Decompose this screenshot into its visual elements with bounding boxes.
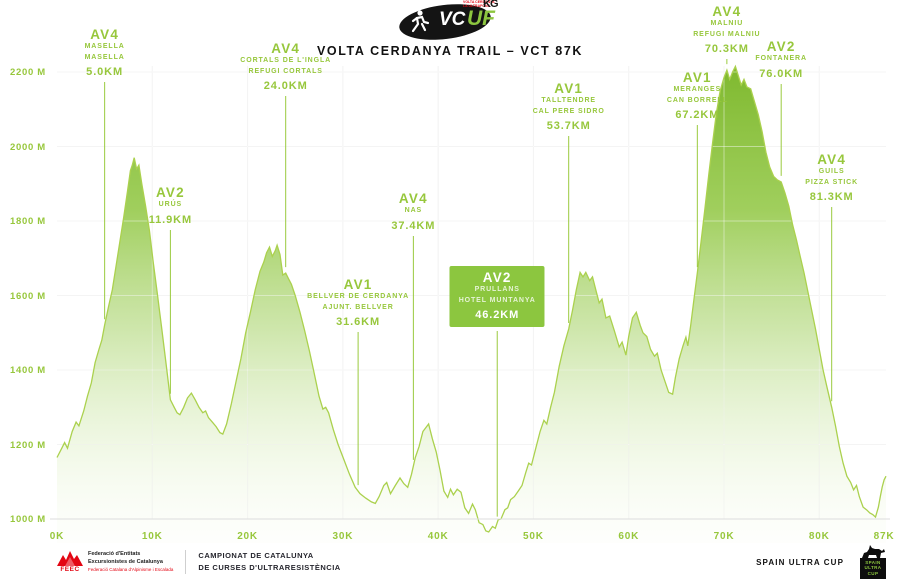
station-code: AV4 bbox=[817, 152, 847, 167]
station-location: CORTALS DE L'INGLA bbox=[240, 57, 332, 65]
station-location: PIZZA STICK bbox=[805, 178, 859, 186]
station-code: AV1 bbox=[343, 277, 373, 292]
station-km: 31.6KM bbox=[336, 316, 381, 329]
station-km: 46.2KM bbox=[475, 309, 520, 322]
station-label-24.0km: AV4 CORTALS DE L'INGLA REFUGI CORTALS 24.0K… bbox=[240, 41, 332, 93]
station-label-53.7km: AV1 TALLTENDRE CAL PERE SIDRO 53.7KM bbox=[532, 81, 605, 133]
y-axis-label: 1800 M bbox=[10, 216, 46, 227]
station-location: FONTANERA bbox=[755, 55, 807, 63]
station-code: AV2 bbox=[766, 39, 796, 54]
x-axis-label: 70K bbox=[713, 531, 735, 542]
y-axis-label: 1400 M bbox=[10, 365, 46, 376]
station-location: MERANGES bbox=[673, 86, 722, 94]
station-km: 37.4KM bbox=[391, 219, 436, 232]
station-label-76.0km: AV2 FONTANERA 76.0KM bbox=[755, 39, 807, 80]
station-lines bbox=[104, 59, 833, 517]
station-km: 70.3KM bbox=[704, 43, 749, 56]
footer-divider bbox=[185, 550, 187, 574]
station-km: 11.9KM bbox=[148, 213, 193, 226]
x-axis-label: 20K bbox=[237, 531, 258, 542]
race-title: VOLTA CERDANYA TRAIL – VCT 87K bbox=[316, 44, 584, 58]
station-label-11.9km: AV2 URÚS 11.9KM bbox=[148, 185, 193, 226]
station-location: URÚS bbox=[158, 201, 183, 209]
x-axis-label: 10K bbox=[141, 531, 163, 542]
station-location: MASELLA bbox=[84, 43, 125, 51]
station-km: 24.0KM bbox=[263, 80, 308, 93]
station-location: CAL PERE SIDRO bbox=[532, 107, 605, 115]
station-km: 76.0KM bbox=[759, 67, 804, 80]
station-km: 81.3KM bbox=[809, 191, 854, 204]
station-location: BELLVER DE CERDANYA bbox=[307, 293, 410, 301]
station-location: AJUNT. BELLVER bbox=[322, 303, 394, 311]
station-location: TALLTENDRE bbox=[541, 97, 596, 105]
station-code: AV4 bbox=[271, 41, 301, 56]
spain-ultra-cup-logo: SPAIN ULTRA CUP bbox=[858, 544, 888, 580]
x-axis-label: 87K bbox=[873, 531, 895, 542]
station-location: NAS bbox=[404, 207, 423, 215]
station-location: GUILS bbox=[818, 168, 845, 176]
x-axis-label: 80K bbox=[808, 531, 830, 542]
logo-kg-mark: KG bbox=[483, 0, 498, 10]
header: VC UF VOLTA CERDANYA LA ULTRAFONS KG VOL… bbox=[0, 0, 900, 58]
profile-area bbox=[57, 66, 886, 544]
logo-tagline: VOLTA CERDANYA LA ULTRAFONS bbox=[463, 0, 495, 9]
profile-line bbox=[56, 64, 887, 533]
station-location: HOTEL MUNTANYA bbox=[458, 296, 536, 304]
station-code: AV1 bbox=[682, 70, 712, 85]
station-code: AV4 bbox=[398, 191, 428, 206]
station-label-37.4km: AV4 NAS 37.4KM bbox=[391, 191, 436, 232]
suc-box: SPAIN ULTRA CUP bbox=[860, 557, 886, 580]
y-axis-label: 2200 M bbox=[10, 67, 46, 78]
station-label-81.3km: AV4 GUILS PIZZA STICK 81.3KM bbox=[805, 152, 859, 204]
y-axis-label: 1200 M bbox=[10, 439, 46, 451]
y-axis-label: 1000 M bbox=[10, 514, 46, 525]
goat-icon bbox=[862, 544, 885, 558]
station-label-5.0km: AV4 MASELLA MASELLA 5.0KM bbox=[84, 27, 125, 79]
station-km: 67.2KM bbox=[675, 109, 720, 122]
spain-ultra-cup-text: SPAIN ULTRA CUP bbox=[756, 557, 844, 567]
feec-logo: FEEC bbox=[57, 550, 83, 574]
x-axis-label: 30K bbox=[332, 531, 354, 542]
y-axis-label: 1600 M bbox=[10, 290, 46, 302]
station-code: AV2 bbox=[155, 185, 185, 200]
station-code: AV4 bbox=[712, 4, 742, 19]
station-km: 5.0KM bbox=[86, 66, 124, 79]
mountains-icon bbox=[57, 550, 83, 566]
station-km: 53.7KM bbox=[546, 120, 591, 133]
runner-icon bbox=[411, 10, 430, 33]
y-axis-label: 2000 M bbox=[10, 141, 46, 153]
station-location: MASELLA bbox=[84, 53, 125, 61]
logo-uf-text: UF bbox=[467, 7, 495, 30]
station-location: REFUGI MALNIU bbox=[693, 30, 761, 38]
x-axis-label: 60K bbox=[618, 531, 640, 542]
station-location: REFUGI CORTALS bbox=[248, 67, 323, 75]
x-axis-label: 40K bbox=[427, 531, 449, 542]
feec-block: FEEC Federació d'Entitats Excursionistes… bbox=[57, 550, 174, 574]
station-location: MALNIU bbox=[710, 20, 744, 28]
station-location: CAN BORRELL bbox=[666, 96, 728, 104]
footer: FEEC Federació d'Entitats Excursionistes… bbox=[57, 544, 888, 580]
logo-vc-text: VC bbox=[439, 9, 466, 30]
station-label-70.3km: AV4 MALNIU REFUGI MALNIU 70.3KM bbox=[693, 4, 761, 56]
station-label-46.2km: AV2 PRULLANS HOTEL MUNTANYA 46.2KM bbox=[449, 266, 545, 328]
feec-text: Federació d'Entitats Excursionistes de C… bbox=[88, 550, 174, 572]
station-code: AV2 bbox=[482, 270, 512, 285]
station-label-31.6km: AV1 BELLVER DE CERDANYA AJUNT. BELLVER 31.6… bbox=[307, 277, 410, 329]
station-code: AV1 bbox=[554, 81, 584, 96]
station-location: PRULLANS bbox=[474, 286, 520, 294]
station-label-67.2km: AV1 MERANGES CAN BORRELL 67.2KM bbox=[666, 70, 728, 122]
vcuf-logo: VC UF VOLTA CERDANYA LA ULTRAFONS KG bbox=[355, 0, 545, 43]
feec-name: FEEC bbox=[60, 565, 80, 573]
x-axis-label: 50K bbox=[523, 531, 544, 542]
x-axis-label: 0K bbox=[49, 531, 65, 542]
station-code: AV4 bbox=[90, 27, 120, 42]
campionat-block: CAMPIONAT DE CATALUNYA DE CURSES D'ULTRA… bbox=[198, 551, 341, 572]
